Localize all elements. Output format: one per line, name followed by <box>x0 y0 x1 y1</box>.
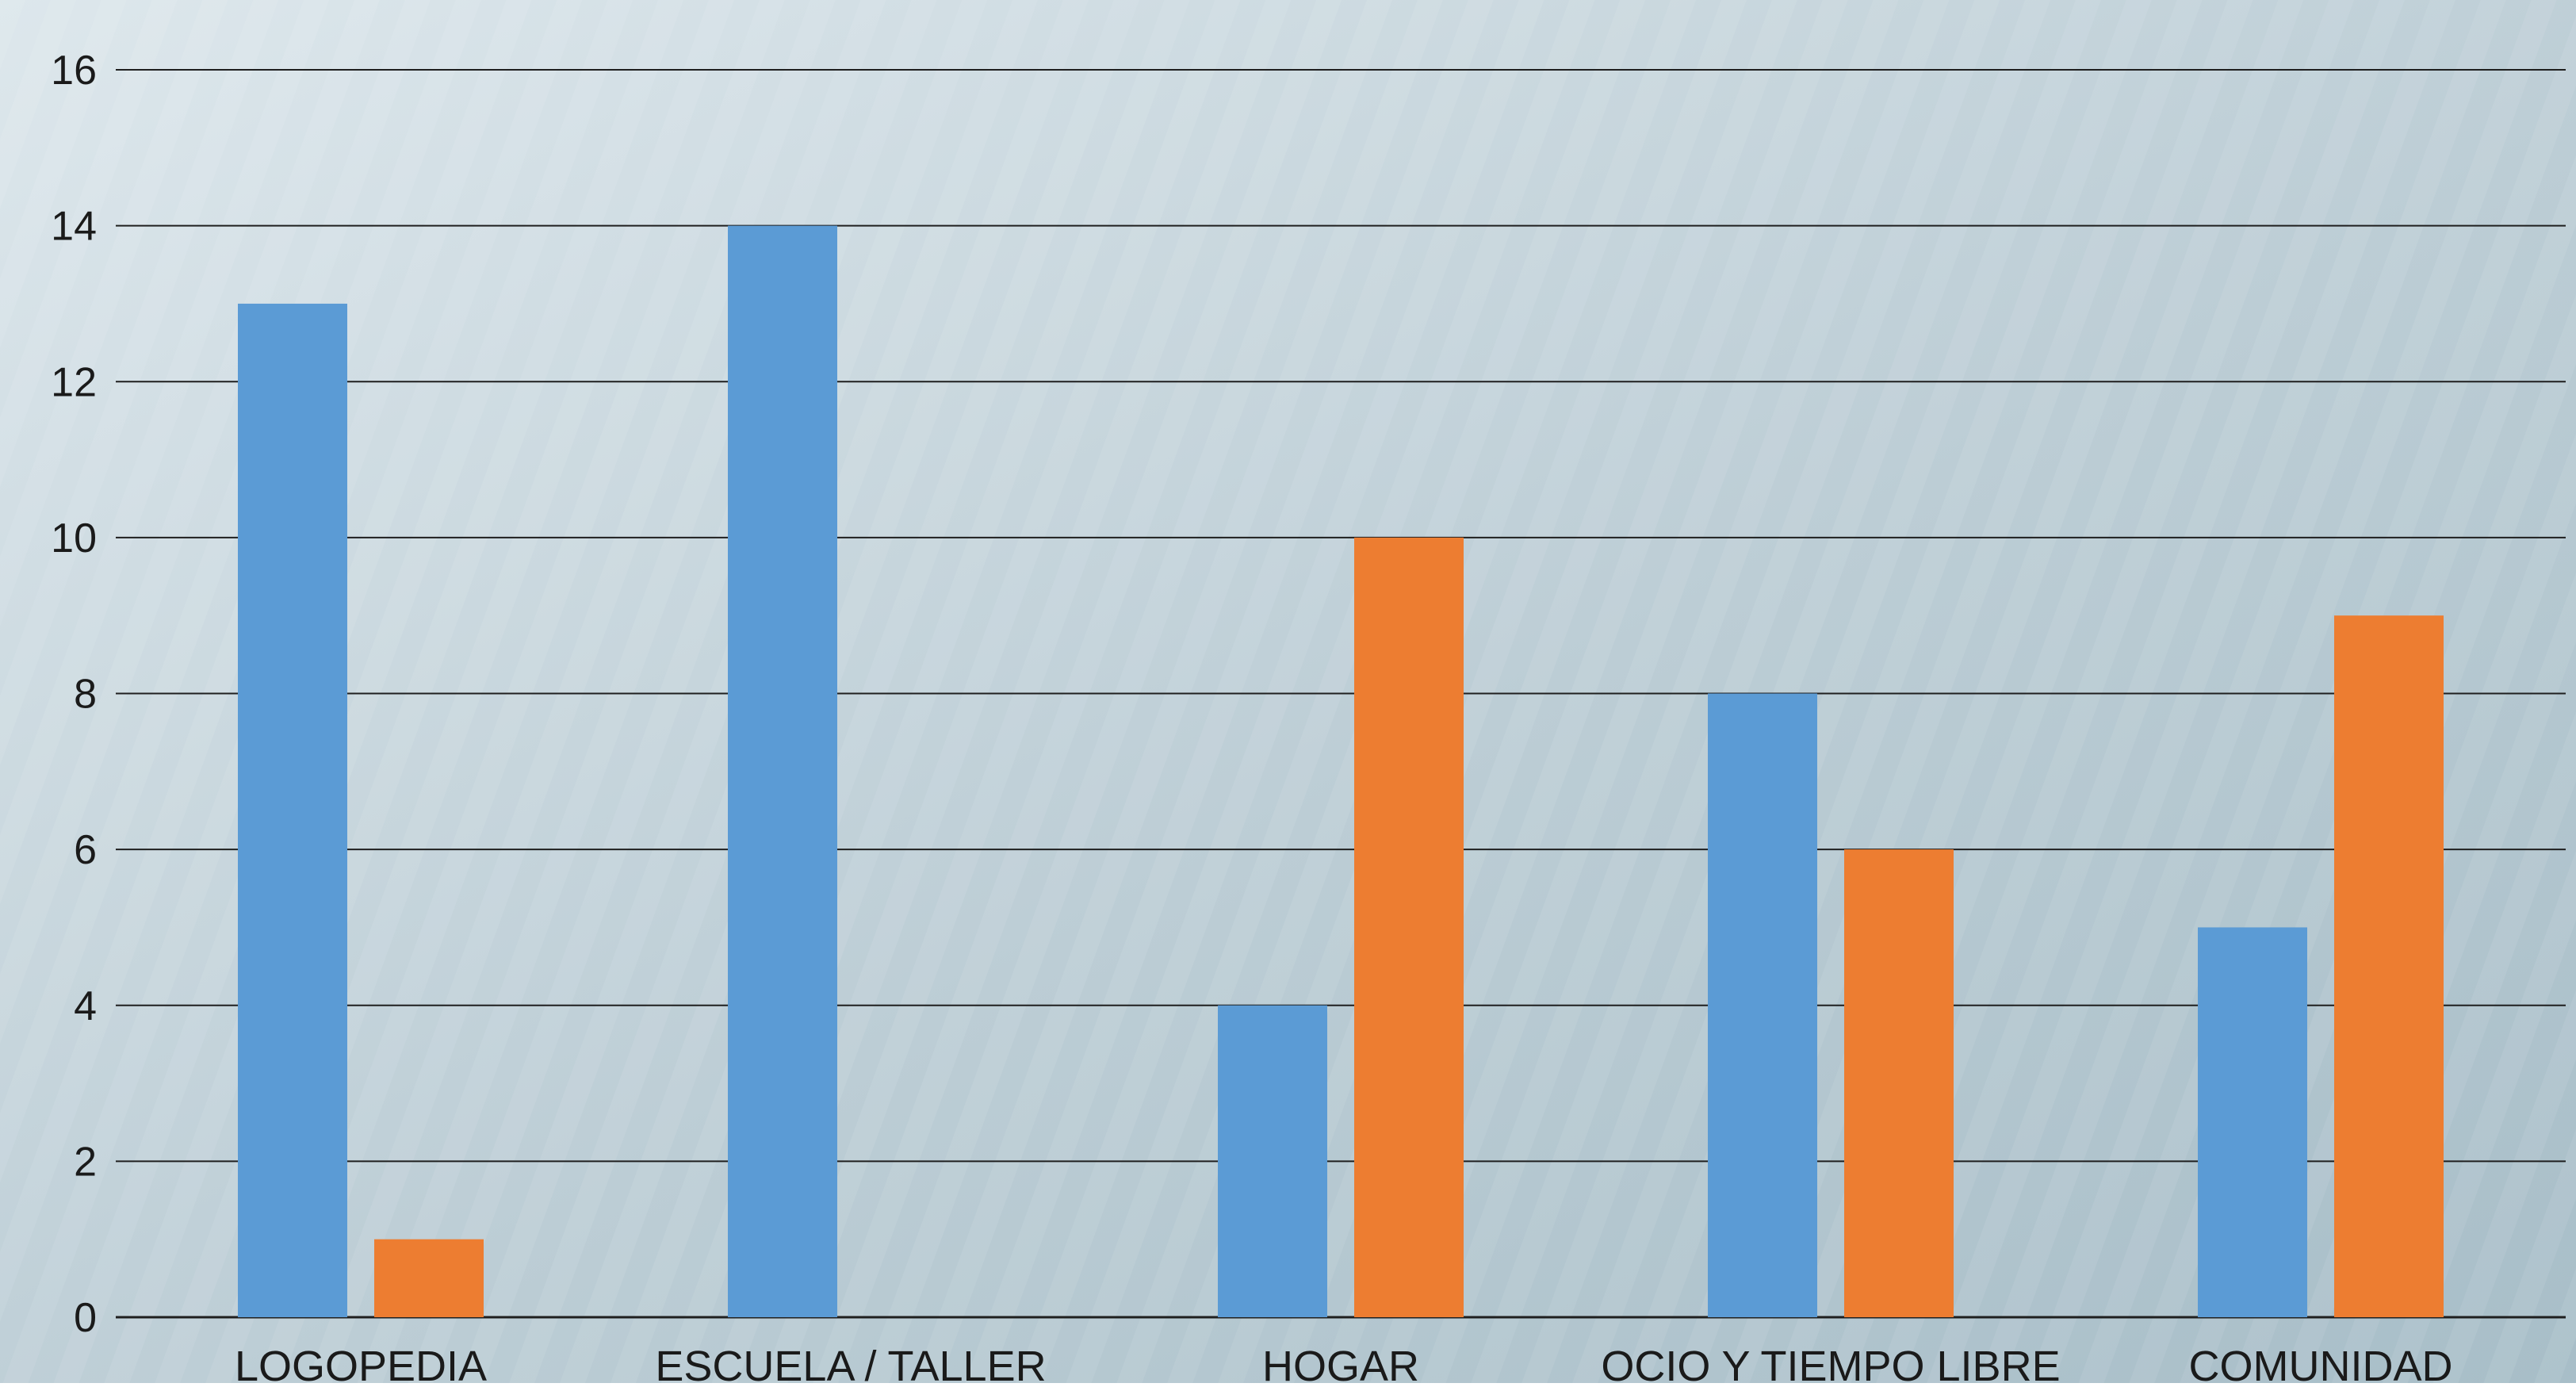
y-tick-label: 6 <box>74 827 97 873</box>
y-tick-label: 0 <box>74 1295 97 1341</box>
x-category-label: COMUNIDAD <box>2189 1343 2453 1383</box>
gridlines <box>116 69 2566 1319</box>
bar-series1-4 <box>2198 927 2307 1317</box>
bar-series1-2 <box>1218 1005 1327 1317</box>
bar-series2-0 <box>374 1239 484 1317</box>
x-category-label: LOGOPEDIA <box>235 1343 487 1383</box>
y-tick-label: 2 <box>74 1139 97 1185</box>
x-category-label: OCIO Y TIEMPO LIBRE <box>1601 1343 2060 1383</box>
x-category-label: HOGAR <box>1262 1343 1419 1383</box>
bar-series1-3 <box>1708 693 1817 1317</box>
x-axis-category-labels: LOGOPEDIA ESCUELA / TALLER HOGAR OCIO Y TIE… <box>235 1343 2453 1387</box>
bar-series2-3 <box>1844 849 1954 1317</box>
bar-series2-2 <box>1354 537 1464 1317</box>
bars <box>238 225 2444 1317</box>
bar-series2-4 <box>2334 615 2444 1317</box>
y-tick-label: 4 <box>74 983 97 1029</box>
y-tick-label: 8 <box>74 672 97 718</box>
bar-series1-1 <box>728 225 837 1317</box>
bar-series1-0 <box>238 303 347 1317</box>
y-axis-tick-labels: 0 2 4 6 8 10 12 14 16 <box>51 48 97 1341</box>
x-category-label: ESCUELA / TALLER <box>655 1343 1046 1383</box>
y-tick-label: 10 <box>51 515 97 561</box>
y-tick-label: 14 <box>51 204 97 250</box>
y-tick-label: 12 <box>51 359 97 405</box>
y-tick-label: 16 <box>51 48 97 94</box>
